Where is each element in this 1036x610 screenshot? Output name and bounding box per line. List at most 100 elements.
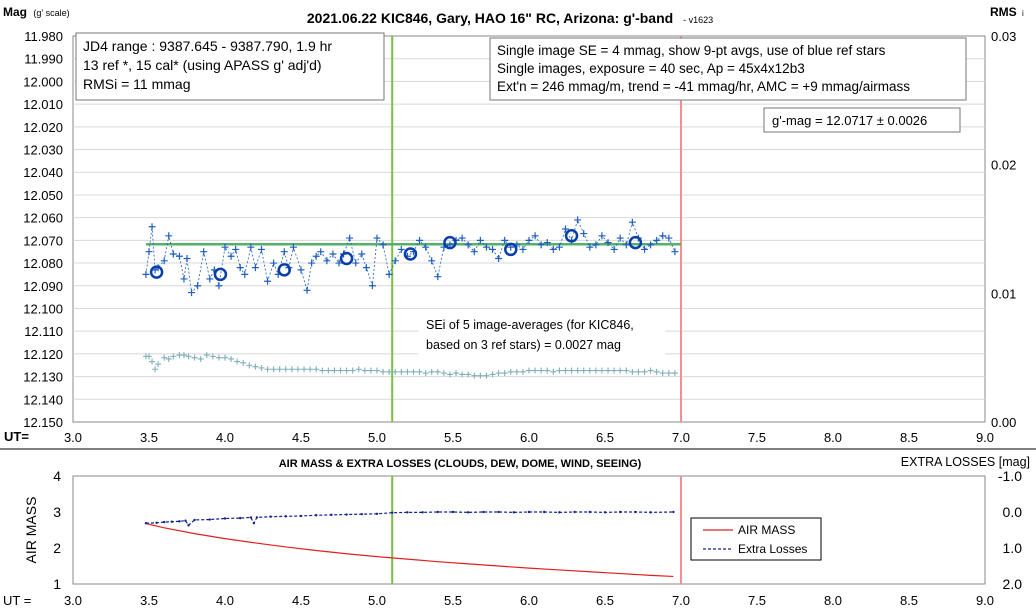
rms-point bbox=[671, 370, 678, 377]
chart-title-suffix: - v1623 bbox=[683, 15, 713, 25]
y2-tick-label: 0.03 bbox=[991, 29, 1016, 44]
rms-point bbox=[380, 368, 387, 375]
x-tick-label: 5.5 bbox=[444, 430, 462, 445]
y-tick-label: 12.110 bbox=[24, 324, 63, 339]
losses-point bbox=[543, 510, 546, 514]
target-point bbox=[610, 245, 618, 253]
bottom-y2-tick-label: -1.0 bbox=[998, 468, 1022, 484]
airmass-line bbox=[145, 522, 674, 578]
losses-point bbox=[187, 524, 190, 527]
target-point bbox=[312, 252, 320, 260]
bottom-x-tick-label: 8.5 bbox=[900, 593, 918, 608]
rms-point bbox=[170, 353, 177, 360]
rms-point bbox=[513, 368, 520, 375]
losses-point bbox=[163, 520, 166, 524]
x-tick-label: 3.5 bbox=[140, 430, 158, 445]
rms-point bbox=[252, 363, 259, 370]
bottom-x-tick-label: 7.5 bbox=[748, 593, 766, 608]
x-axis-label: UT= bbox=[4, 429, 29, 444]
y-tick-label: 12.120 bbox=[23, 347, 63, 362]
target-point bbox=[549, 245, 557, 253]
rms-point bbox=[180, 352, 187, 359]
x-tick-label: 3.0 bbox=[64, 430, 82, 445]
y-tick-label: 12.020 bbox=[23, 120, 63, 135]
target-point bbox=[464, 241, 472, 249]
rms-point bbox=[434, 368, 441, 375]
rms-point bbox=[209, 353, 216, 360]
rms-point bbox=[240, 359, 247, 366]
losses-point bbox=[573, 510, 576, 514]
losses-point bbox=[451, 510, 455, 514]
rms-point bbox=[161, 354, 168, 361]
losses-point bbox=[284, 515, 287, 518]
target-point bbox=[236, 264, 244, 272]
rms-point bbox=[301, 366, 308, 373]
losses-point bbox=[360, 512, 363, 516]
rms-point bbox=[288, 366, 295, 373]
rms-point bbox=[568, 367, 575, 374]
rms-point bbox=[550, 368, 557, 375]
losses-point bbox=[603, 511, 607, 514]
bottom-x-tick-label: 4.0 bbox=[216, 593, 234, 608]
y-axis-label: Mag (g' scale) bbox=[3, 5, 70, 19]
losses-point bbox=[249, 516, 253, 519]
rms-point bbox=[152, 366, 159, 373]
target-point bbox=[200, 248, 208, 256]
target-point bbox=[476, 236, 484, 244]
target-point bbox=[385, 270, 393, 278]
info-box-jd-line2: 13 ref *, 15 cal* (using APASS g' adj'd) bbox=[83, 57, 322, 73]
losses-point bbox=[208, 518, 211, 521]
target-point bbox=[241, 270, 249, 278]
top-chart-frame bbox=[72, 35, 986, 423]
target-point bbox=[289, 243, 297, 251]
target-point bbox=[175, 252, 183, 260]
target-point bbox=[531, 232, 539, 240]
rms-point bbox=[374, 367, 380, 374]
rms-point bbox=[659, 370, 666, 377]
rms-point bbox=[197, 355, 204, 362]
rms-point bbox=[228, 355, 235, 362]
rms-point bbox=[544, 367, 551, 374]
target-point bbox=[659, 232, 667, 240]
bottom-x-axis-label: UT = bbox=[3, 593, 31, 608]
target-point bbox=[391, 257, 399, 265]
target-point bbox=[160, 257, 168, 265]
rms-point bbox=[507, 368, 514, 375]
rms-point bbox=[501, 370, 508, 377]
sei-line2: based on 3 ref stars) = 0.0027 mag bbox=[426, 338, 621, 352]
rms-point bbox=[592, 367, 599, 374]
bottom-x-tick-label: 5.0 bbox=[368, 593, 386, 608]
rms-point bbox=[465, 371, 472, 378]
rms-point bbox=[185, 353, 192, 360]
rms-point bbox=[355, 366, 362, 373]
target-point bbox=[561, 225, 569, 233]
rms-point bbox=[146, 353, 152, 360]
target-point bbox=[580, 230, 588, 238]
bottom-x-tick-label: 6.0 bbox=[520, 593, 538, 608]
info-box-jd-line1: JD4 range : 9387.645 - 9387.790, 1.9 hr bbox=[83, 38, 332, 54]
target-point bbox=[458, 234, 466, 242]
bottom-x-tick-label: 3.0 bbox=[64, 593, 82, 608]
rms-point bbox=[495, 370, 502, 377]
rms-point bbox=[562, 367, 569, 374]
average-point bbox=[628, 235, 643, 250]
target-point bbox=[227, 252, 235, 260]
rms-point bbox=[489, 371, 496, 378]
rms-point bbox=[165, 355, 172, 362]
target-point bbox=[346, 234, 354, 242]
rms-point bbox=[471, 372, 478, 379]
rms-point bbox=[635, 368, 642, 375]
bottom-x-tick-label: 7.0 bbox=[672, 593, 690, 608]
target-point bbox=[537, 241, 545, 249]
rms-point bbox=[313, 366, 320, 373]
target-point bbox=[264, 277, 272, 285]
losses-point bbox=[299, 514, 303, 518]
target-point bbox=[434, 273, 442, 281]
target-point bbox=[616, 234, 624, 242]
y-tick-label: 12.040 bbox=[23, 165, 63, 180]
x-tick-label: 8.0 bbox=[824, 430, 842, 445]
rms-point bbox=[416, 368, 423, 375]
target-point bbox=[665, 234, 673, 242]
bottom-y2-tick-label: 2.0 bbox=[1003, 576, 1023, 592]
losses-point bbox=[155, 521, 158, 524]
